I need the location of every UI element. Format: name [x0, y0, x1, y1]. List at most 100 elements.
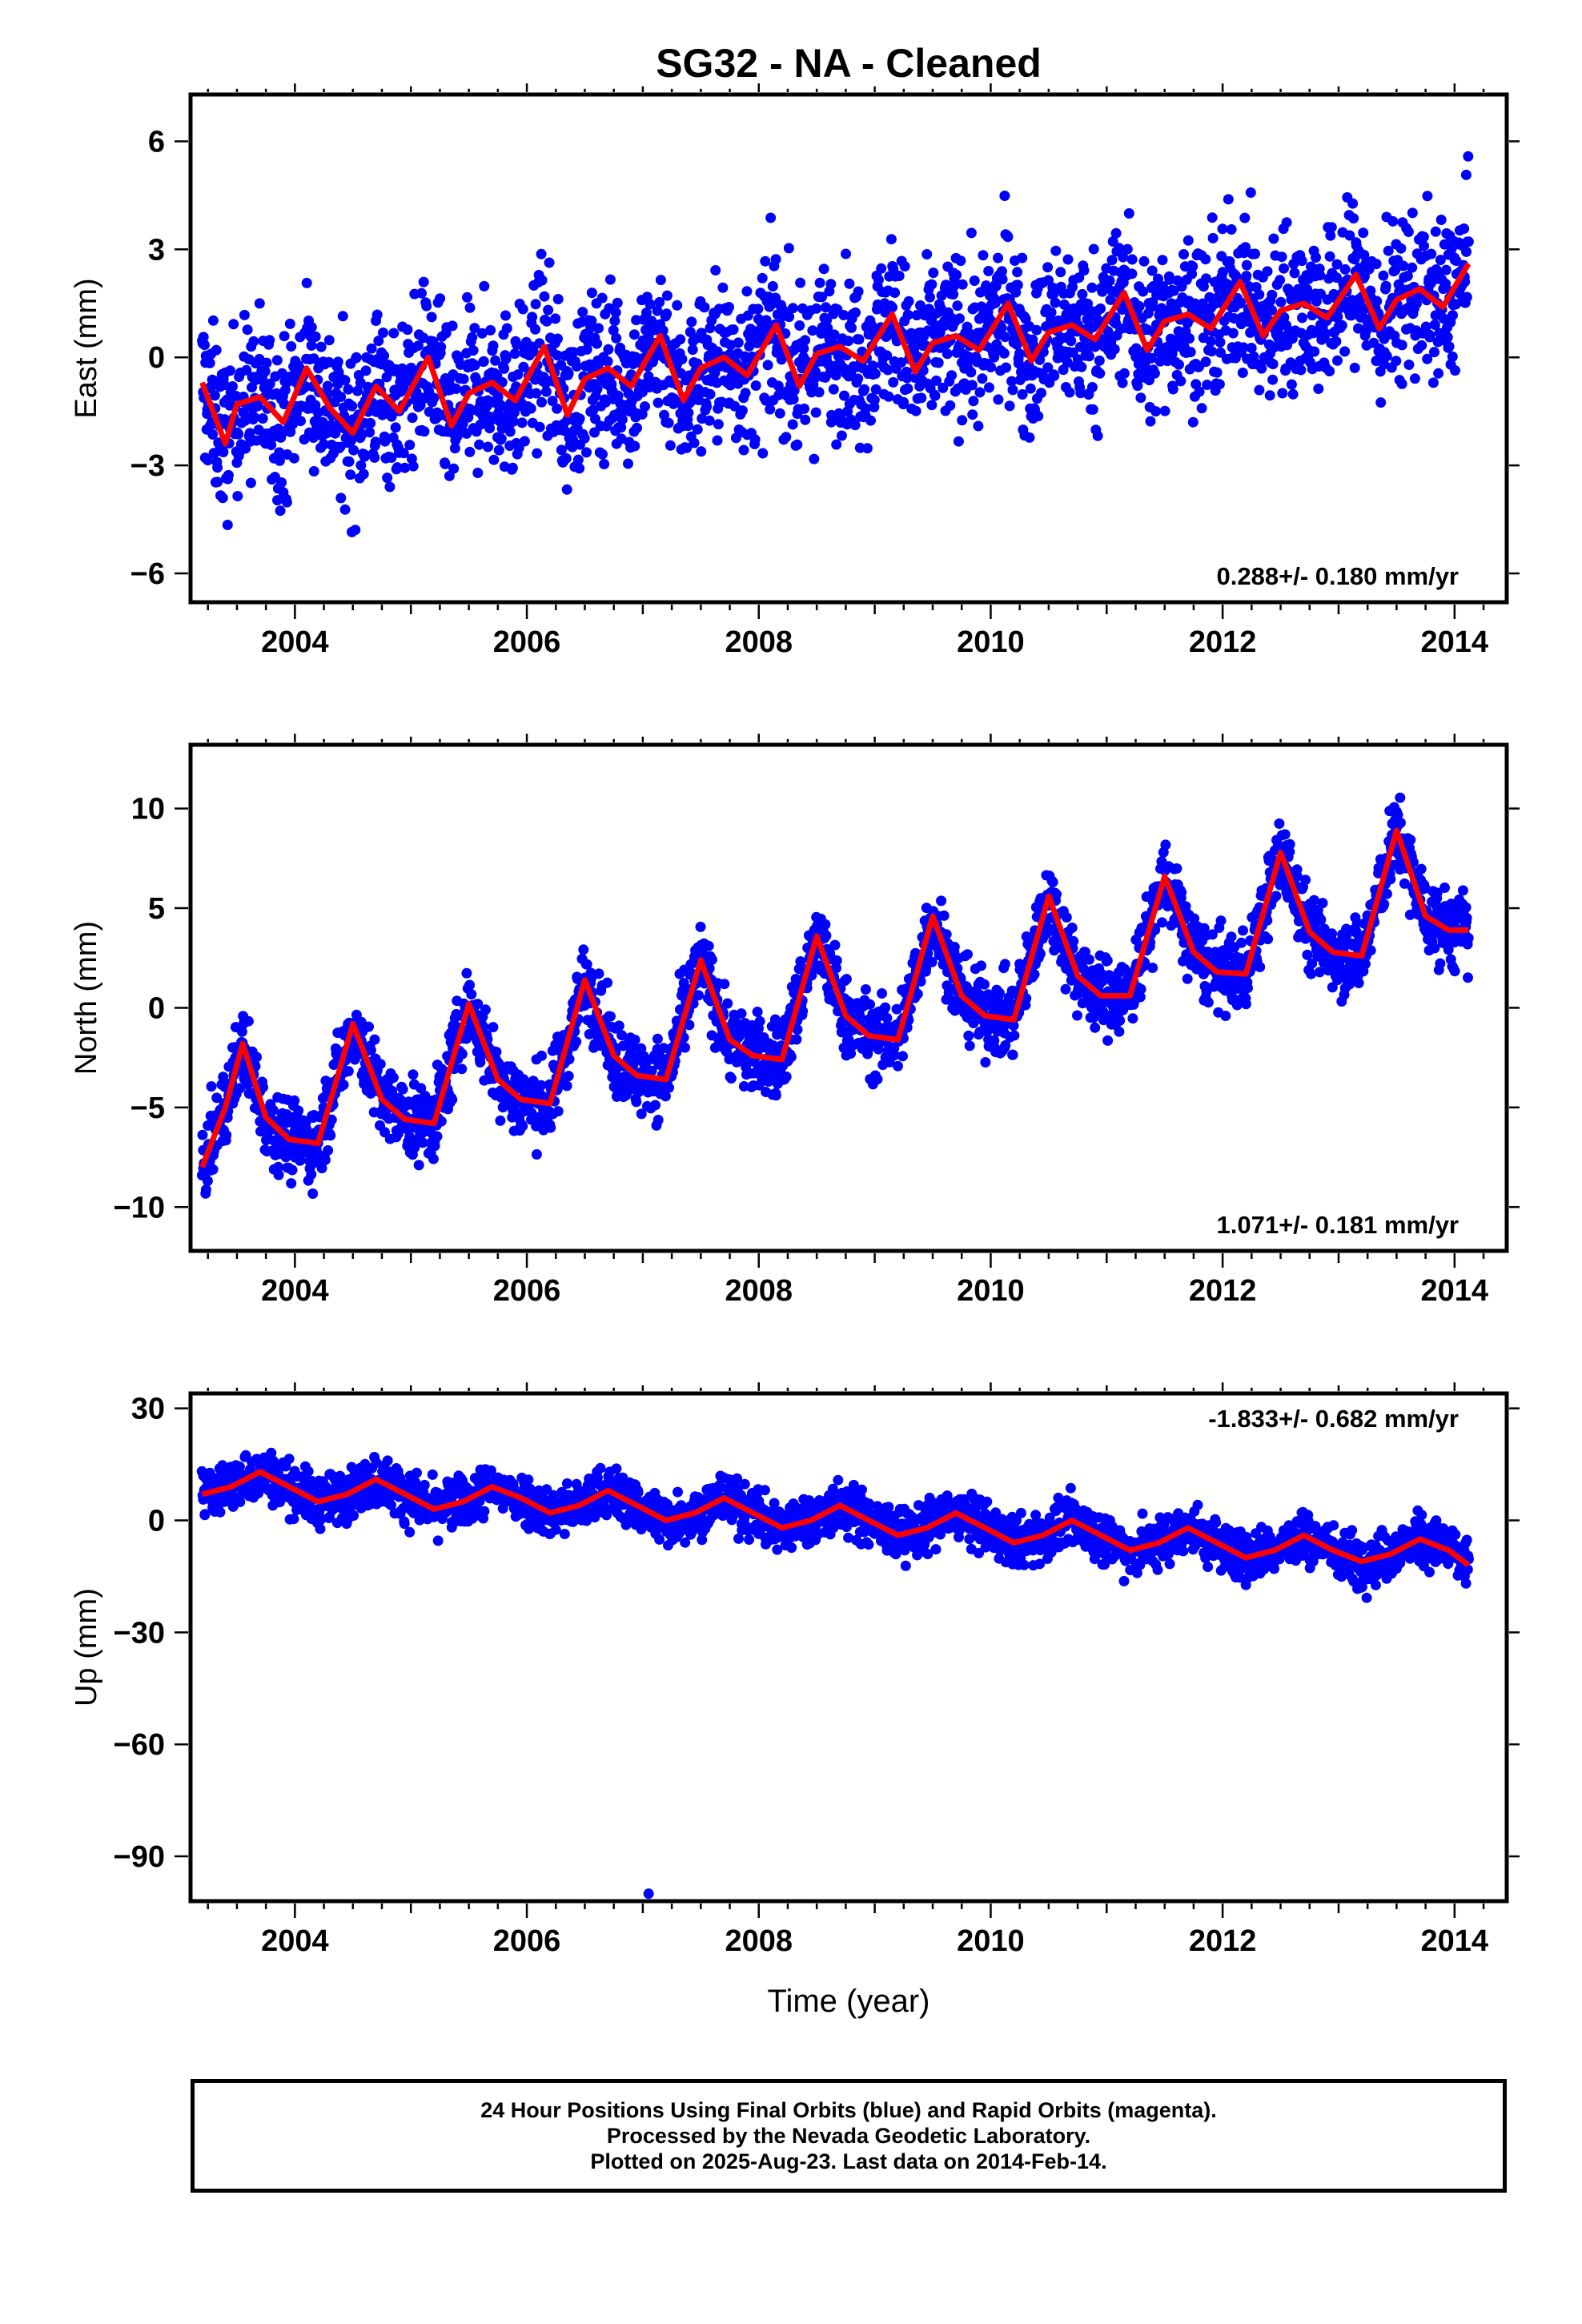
data-point: [881, 1012, 893, 1023]
data-point: [540, 386, 552, 397]
data-point: [1268, 233, 1279, 244]
data-point: [800, 414, 811, 425]
data-point: [1447, 351, 1458, 362]
data-point: [207, 1164, 219, 1175]
data-point: [1250, 248, 1260, 259]
data-point: [1430, 226, 1441, 237]
data-point: [1066, 923, 1078, 933]
data-point: [605, 1011, 616, 1022]
data-point: [865, 999, 875, 1010]
data-point: [1347, 198, 1359, 209]
data-point: [326, 1114, 337, 1125]
data-point: [616, 414, 628, 425]
data-point: [378, 328, 388, 338]
data-point: [339, 375, 351, 386]
data-point: [271, 355, 283, 366]
data-point: [436, 1116, 447, 1127]
data-point: [1214, 379, 1225, 390]
data-point: [416, 1083, 427, 1094]
data-point: [248, 336, 259, 347]
data-point: [883, 391, 894, 402]
data-point: [818, 263, 829, 275]
data-point: [413, 340, 424, 352]
data-point: [809, 453, 820, 464]
data-point: [500, 353, 512, 364]
data-point: [1114, 1026, 1125, 1037]
data-point: [1110, 227, 1122, 239]
data-point: [841, 974, 852, 985]
data-point: [281, 497, 292, 508]
data-point: [1135, 983, 1146, 995]
data-point: [1118, 368, 1130, 379]
data-point: [1189, 913, 1200, 924]
data-point: [1088, 243, 1099, 255]
data-point: [488, 340, 499, 352]
data-point: [287, 419, 299, 430]
data-point: [1319, 328, 1331, 339]
data-point: [360, 365, 371, 376]
data-point: [829, 329, 840, 340]
data-point: [428, 1153, 439, 1164]
data-point: [976, 960, 986, 971]
data-point: [966, 367, 977, 378]
data-point: [390, 422, 401, 433]
data-point: [692, 424, 703, 435]
data-point: [1435, 255, 1446, 266]
data-point: [1324, 251, 1335, 262]
data-point: [1196, 403, 1207, 414]
data-point: [1012, 279, 1023, 291]
data-point: [1157, 917, 1167, 928]
data-point: [1426, 248, 1437, 259]
data-point: [1379, 359, 1390, 370]
data-point: [500, 310, 511, 321]
data-point: [1102, 1035, 1114, 1046]
data-point: [762, 360, 773, 371]
data-point: [1006, 376, 1018, 387]
data-point: [887, 302, 897, 313]
data-point: [719, 979, 730, 990]
data-point: [1062, 254, 1074, 265]
data-point: [841, 248, 851, 259]
data-point: [496, 433, 507, 444]
data-point: [588, 404, 599, 416]
data-point: [741, 286, 753, 297]
data-point: [456, 1063, 468, 1075]
data-point: [703, 940, 714, 951]
data-point: [1084, 351, 1094, 362]
data-point: [813, 387, 825, 398]
data-point: [683, 408, 694, 418]
data-point: [1050, 297, 1061, 308]
data-point: [407, 412, 418, 424]
data-point: [1220, 1011, 1231, 1021]
data-point: [273, 1169, 284, 1180]
data-point: [365, 417, 376, 428]
data-point: [1371, 259, 1382, 270]
data-point: [267, 1104, 279, 1116]
data-point: [323, 335, 335, 346]
data-point: [1287, 388, 1299, 400]
data-point: [990, 297, 1001, 308]
data-point: [1159, 405, 1170, 416]
data-point: [379, 436, 391, 447]
data-point: [1148, 280, 1159, 292]
data-point: [432, 1131, 443, 1142]
data-point: [928, 267, 939, 279]
data-point: [1375, 397, 1387, 408]
data-point: [509, 348, 520, 360]
data-point: [596, 292, 608, 304]
data-point: [218, 447, 229, 457]
data-point: [1215, 336, 1226, 348]
data-point: [974, 387, 986, 398]
data-point: [1017, 389, 1028, 400]
data-point: [358, 468, 369, 480]
data-point: [1017, 252, 1028, 263]
data-point: [564, 1054, 575, 1065]
data-point: [710, 265, 721, 275]
data-point: [589, 427, 600, 438]
data-point: [810, 407, 821, 418]
data-point: [880, 1002, 891, 1013]
data-point: [1215, 347, 1226, 358]
data-point: [1348, 213, 1359, 224]
data-point: [531, 388, 542, 399]
